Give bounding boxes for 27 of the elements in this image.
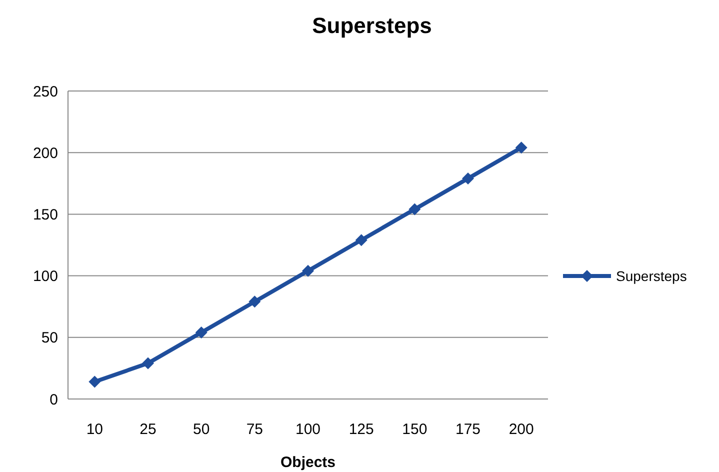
y-tick-label: 200 [32,144,58,162]
point [248,296,261,308]
point [408,203,421,216]
x-tick-label: 25 [140,421,156,438]
chart-title: Supersteps [312,13,432,38]
x-tick-label: 150 [402,421,428,438]
x-axis-title: Objects [280,454,336,471]
legend-label: Supersteps [616,268,687,284]
x-tick-label: 200 [508,421,534,438]
x-tick-label: 50 [192,421,210,438]
y-tick-label: 100 [32,268,58,286]
y-tick-label: 0 [50,391,58,408]
point [88,376,101,388]
point [462,172,474,184]
point [142,357,154,370]
point [515,142,528,154]
x-tick-label: 75 [246,421,264,438]
y-tick-label: 250 [32,83,58,100]
point [355,234,368,246]
point [302,264,314,277]
x-tick-label: 10 [86,421,104,438]
x-tick-label: 175 [455,421,481,438]
y-tick-label: 150 [32,206,58,224]
x-tick-label: 125 [348,421,374,438]
y-tick-label: 50 [41,330,58,347]
point [195,326,208,338]
x-tick-label: 100 [295,421,321,438]
